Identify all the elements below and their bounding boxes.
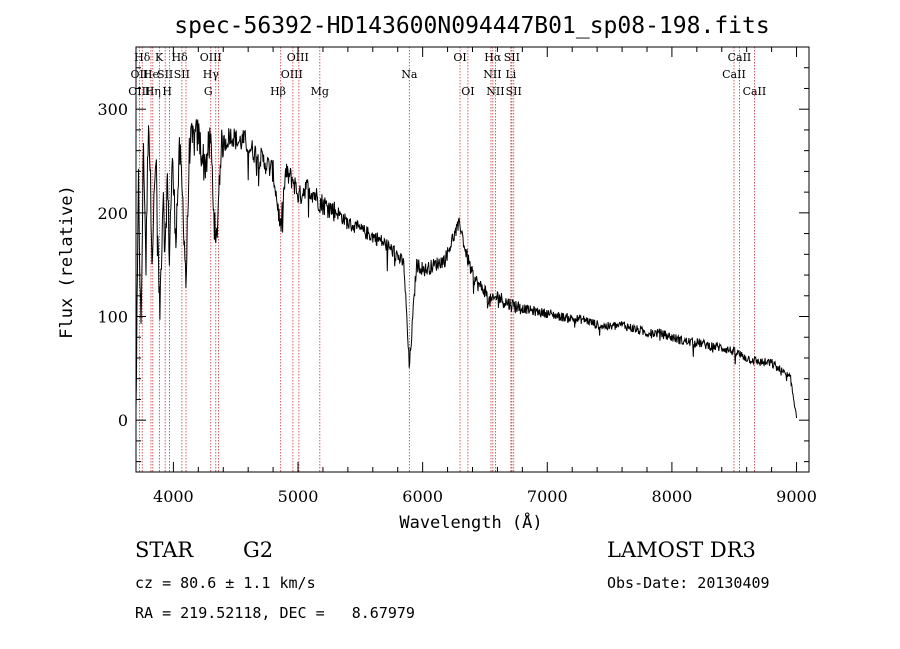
line-label: OIII [128,85,150,98]
x-tick-label: 9000 [776,487,817,506]
y-tick-label: 300 [97,100,128,119]
line-label: CaII [728,51,752,64]
emission-line-markers [138,47,755,472]
line-label: Hδ [134,51,151,64]
obs-date: Obs-Date: 20130409 [607,574,770,592]
line-label: OIII [200,51,222,64]
x-tick-label: 5000 [278,487,319,506]
line-label: SII [506,85,522,98]
x-tick-label: 7000 [527,487,568,506]
line-label: Hα [484,51,502,64]
line-label: CaII [722,68,746,81]
survey-name: LAMOST DR3 [607,538,756,562]
line-label: Mg [311,85,329,98]
line-label: Na [401,68,418,81]
line-label: Hη [145,85,161,98]
y-tick-label: 100 [97,308,128,327]
plot-frame [135,46,810,473]
line-label: SII [174,68,190,81]
line-label: SII [504,51,520,64]
spectrum-line [135,119,797,418]
line-label: NII [483,68,501,81]
y-tick-label: 0 [118,411,128,430]
chart-title: spec-56392-HD143600N094447B01_sp08-198.f… [174,13,769,39]
line-label: OI [461,85,474,98]
line-label: OIII [281,68,303,81]
x-axis-ticks: 4000 5000 6000 7000 8000 9000 [153,47,817,506]
x-tick-label: 8000 [652,487,693,506]
line-label: OIII [287,51,309,64]
y-axis-ticks: 0 100 200 300 [97,46,809,463]
line-label: OI [453,51,466,64]
line-label: G [204,85,213,98]
line-label: H [162,85,172,98]
emission-line-labels: HδOIIOIIIKHeHηSIIHHδSIIOIIIHγGOIIIOIIIHβ… [128,51,766,98]
line-label: K [155,51,164,64]
x-tick-label: 6000 [402,487,443,506]
redshift-readout: cz = 80.6 ± 1.1 km/s [135,574,316,592]
coordinates: RA = 219.52118, DEC = 8.67979 [135,604,415,622]
line-label: Li [505,68,516,81]
line-label: CaII [743,85,767,98]
line-label: SII [157,68,173,81]
object-subclass: G2 [243,538,274,562]
line-label: OII [131,68,149,81]
line-label: He [143,68,159,81]
line-label: Hγ [203,68,220,81]
y-axis-label: Flux (relative) [57,185,77,339]
line-label: Hβ [270,85,286,98]
object-class: STAR [135,538,194,562]
line-label: Hδ [172,51,189,64]
y-tick-label: 200 [97,204,128,223]
x-tick-label: 4000 [153,487,194,506]
line-label: NII [486,85,504,98]
x-axis-label: Wavelength (Å) [399,511,542,533]
